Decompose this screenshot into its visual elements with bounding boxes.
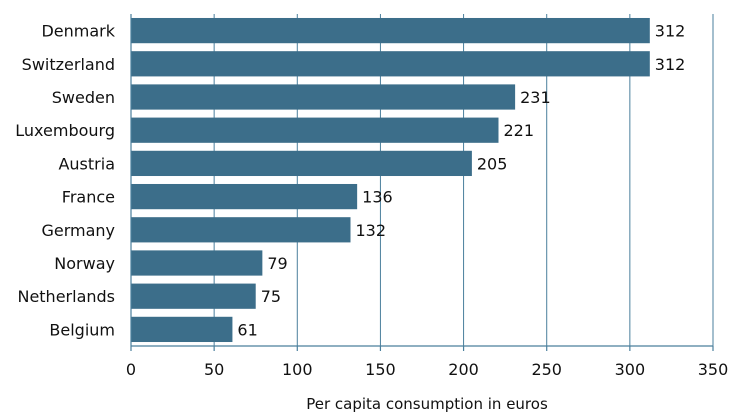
x-axis-title: Per capita consumption in euros <box>306 395 548 412</box>
bar <box>131 84 516 110</box>
data-label: 79 <box>267 254 287 273</box>
tick-label: 150 <box>365 360 396 379</box>
data-label: 61 <box>237 320 257 339</box>
bar <box>131 283 256 309</box>
tick-label: 200 <box>448 360 479 379</box>
bar <box>131 150 472 177</box>
bar <box>131 17 650 44</box>
data-label: 312 <box>655 22 686 41</box>
category-label: France <box>62 188 115 207</box>
data-label: 75 <box>261 287 281 306</box>
category-label: Austria <box>58 154 115 173</box>
tick-label: 100 <box>282 360 313 379</box>
tick-label: 0 <box>126 360 136 379</box>
data-label: 136 <box>362 188 393 207</box>
bar <box>131 250 263 276</box>
data-label: 205 <box>477 154 508 173</box>
bar <box>131 117 499 143</box>
category-label: Sweden <box>52 88 115 107</box>
data-label: 312 <box>655 55 686 74</box>
tick-label: 350 <box>698 360 729 379</box>
bar <box>131 316 233 343</box>
bars <box>131 17 650 343</box>
tick-label: 50 <box>204 360 224 379</box>
bar <box>131 51 650 77</box>
category-label: Norway <box>54 254 115 273</box>
tick-labels: 0 50 100 150 200 250 300 350 <box>126 360 728 379</box>
data-label: 231 <box>520 88 551 107</box>
category-label: Switzerland <box>22 55 115 74</box>
tick-label: 250 <box>531 360 562 379</box>
bar <box>131 183 358 210</box>
tick-label: 300 <box>615 360 646 379</box>
category-label: Netherlands <box>17 287 115 306</box>
data-label: 132 <box>355 221 386 240</box>
data-label: 221 <box>503 121 534 140</box>
category-labels: Denmark Switzerland Sweden Luxembourg Austri… <box>15 22 115 340</box>
axes <box>130 14 714 351</box>
category-label: Belgium <box>49 320 115 339</box>
category-label: Denmark <box>41 22 115 41</box>
category-label: Germany <box>41 221 115 240</box>
bar <box>131 217 351 243</box>
category-label: Luxembourg <box>15 121 115 140</box>
